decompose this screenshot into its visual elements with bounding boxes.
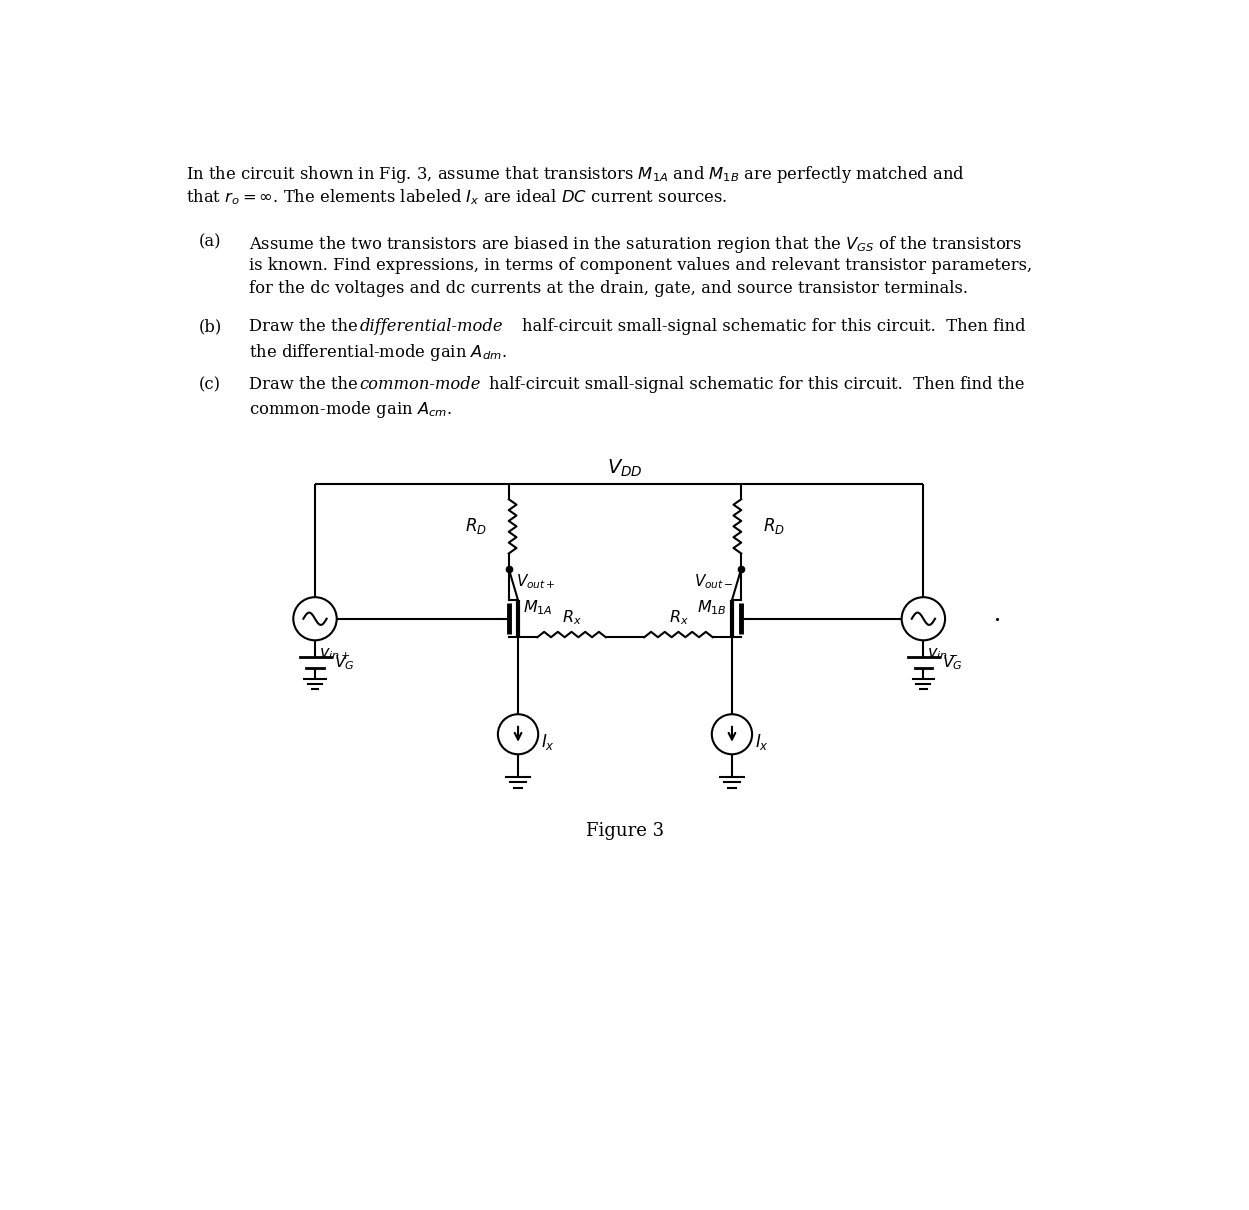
Text: $I_x$: $I_x$ [541, 732, 556, 751]
Text: (a): (a) [199, 234, 221, 250]
Text: $v_{in-}$: $v_{in-}$ [927, 645, 959, 662]
Text: for the dc voltages and dc currents at the drain, gate, and source transistor te: for the dc voltages and dc currents at t… [249, 280, 968, 296]
Text: half-circuit small-signal schematic for this circuit.  Then find the: half-circuit small-signal schematic for … [490, 376, 1025, 393]
Text: (b): (b) [199, 318, 222, 335]
Text: $v_{in+}$: $v_{in+}$ [318, 645, 351, 662]
Text: differential-mode: differential-mode [360, 318, 503, 335]
Text: Assume the two transistors are biased in the saturation region that the $V_{GS}$: Assume the two transistors are biased in… [249, 234, 1023, 255]
Text: Draw the the: Draw the the [249, 318, 363, 335]
Text: half-circuit small-signal schematic for this circuit.  Then find: half-circuit small-signal schematic for … [522, 318, 1025, 335]
Text: Figure 3: Figure 3 [586, 822, 664, 840]
Text: $R_D$: $R_D$ [763, 517, 784, 536]
Text: Draw the the: Draw the the [249, 376, 363, 393]
Text: $V_{out-}$: $V_{out-}$ [694, 572, 734, 592]
Text: $I_x$: $I_x$ [756, 732, 769, 751]
Text: $R_D$: $R_D$ [465, 517, 487, 536]
Text: that $r_o = \infty$. The elements labeled $I_x$ are ideal $DC$ current sources.: that $r_o = \infty$. The elements labele… [186, 188, 727, 207]
Text: $V_G$: $V_G$ [333, 653, 355, 672]
Text: $M_{1B}$: $M_{1B}$ [697, 598, 727, 617]
Text: $V_{out+}$: $V_{out+}$ [516, 572, 556, 592]
Text: $M_{1A}$: $M_{1A}$ [522, 598, 552, 617]
Text: $R_x$: $R_x$ [562, 609, 582, 627]
Text: common-mode: common-mode [360, 376, 481, 393]
Text: $V_{DD}$: $V_{DD}$ [607, 457, 643, 479]
Text: the differential-mode gain $A_{dm}$.: the differential-mode gain $A_{dm}$. [249, 341, 507, 363]
Text: $V_G$: $V_G$ [942, 653, 963, 672]
Text: In the circuit shown in Fig. 3, assume that transistors $M_{1A}$ and $M_{1B}$ ar: In the circuit shown in Fig. 3, assume t… [186, 165, 964, 185]
Text: $R_x$: $R_x$ [668, 609, 688, 627]
Text: common-mode gain $A_{cm}$.: common-mode gain $A_{cm}$. [249, 399, 452, 420]
Text: (c): (c) [199, 376, 221, 393]
Text: is known. Find expressions, in terms of component values and relevant transistor: is known. Find expressions, in terms of … [249, 257, 1032, 273]
